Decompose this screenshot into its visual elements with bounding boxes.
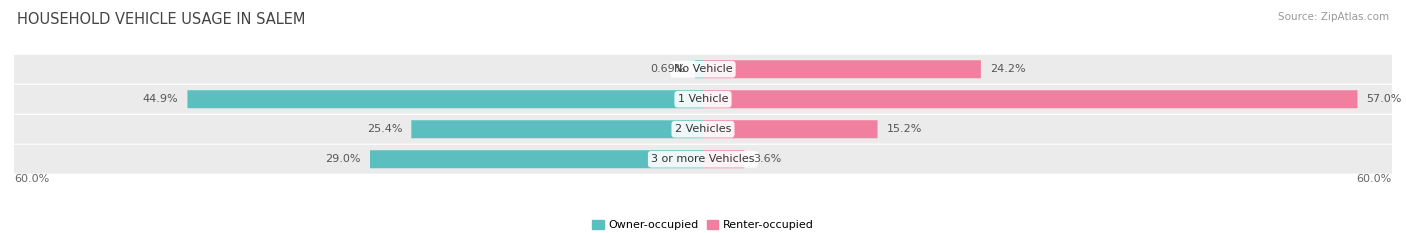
Text: 3 or more Vehicles: 3 or more Vehicles	[651, 154, 755, 164]
Legend: Owner-occupied, Renter-occupied: Owner-occupied, Renter-occupied	[588, 216, 818, 233]
Text: 29.0%: 29.0%	[325, 154, 361, 164]
Text: 57.0%: 57.0%	[1367, 94, 1402, 104]
Text: 25.4%: 25.4%	[367, 124, 402, 134]
FancyBboxPatch shape	[703, 150, 744, 168]
Text: 44.9%: 44.9%	[142, 94, 179, 104]
FancyBboxPatch shape	[14, 85, 1392, 114]
Text: HOUSEHOLD VEHICLE USAGE IN SALEM: HOUSEHOLD VEHICLE USAGE IN SALEM	[17, 12, 305, 27]
Text: 24.2%: 24.2%	[990, 64, 1026, 74]
Text: 15.2%: 15.2%	[887, 124, 922, 134]
FancyBboxPatch shape	[370, 150, 703, 168]
FancyBboxPatch shape	[412, 120, 703, 138]
Text: 3.6%: 3.6%	[754, 154, 782, 164]
FancyBboxPatch shape	[703, 90, 1358, 108]
FancyBboxPatch shape	[187, 90, 703, 108]
Text: 0.69%: 0.69%	[651, 64, 686, 74]
FancyBboxPatch shape	[703, 60, 981, 78]
FancyBboxPatch shape	[14, 115, 1392, 144]
FancyBboxPatch shape	[14, 55, 1392, 84]
FancyBboxPatch shape	[703, 120, 877, 138]
Text: Source: ZipAtlas.com: Source: ZipAtlas.com	[1278, 12, 1389, 22]
FancyBboxPatch shape	[14, 145, 1392, 174]
Text: 60.0%: 60.0%	[1357, 174, 1392, 184]
Text: No Vehicle: No Vehicle	[673, 64, 733, 74]
Text: 60.0%: 60.0%	[14, 174, 49, 184]
Text: 2 Vehicles: 2 Vehicles	[675, 124, 731, 134]
Text: 1 Vehicle: 1 Vehicle	[678, 94, 728, 104]
FancyBboxPatch shape	[695, 60, 703, 78]
